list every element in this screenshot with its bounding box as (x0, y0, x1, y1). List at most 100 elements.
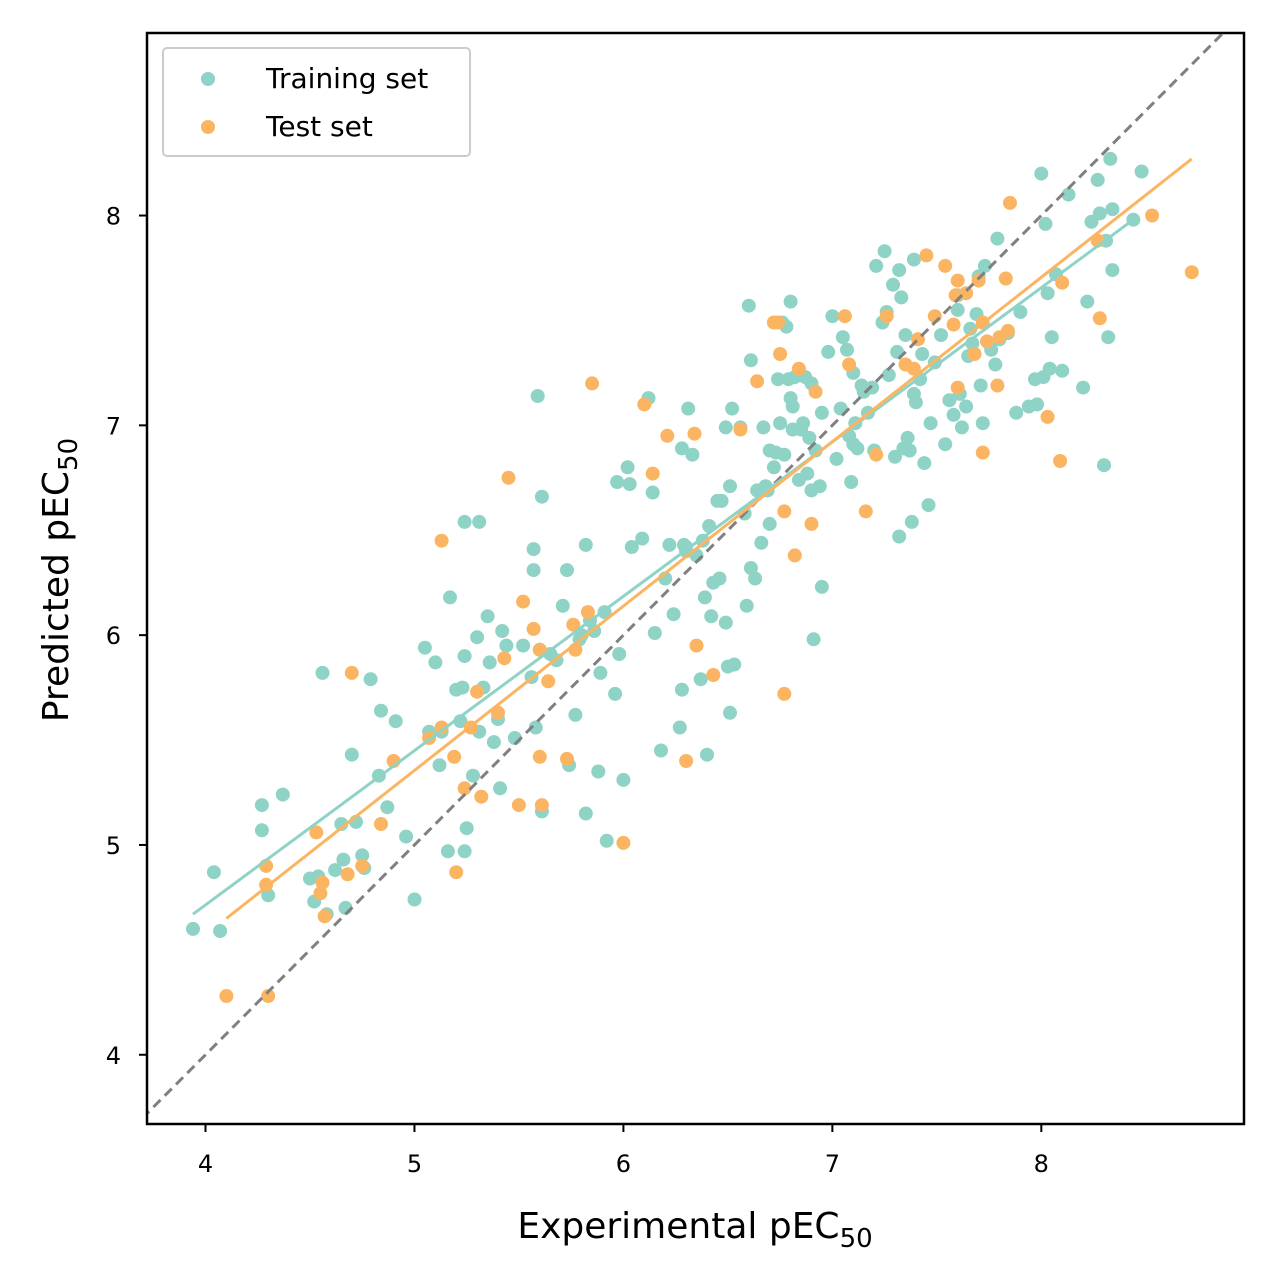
data-point (457, 514, 472, 529)
axis-ticks: 4 5 6 7 8 4 5 6 7 8 (106, 203, 1049, 1178)
data-point (219, 989, 234, 1003)
data-point (254, 798, 269, 813)
data-point (787, 548, 802, 563)
data-point (620, 460, 635, 475)
data-point (186, 921, 200, 936)
data-point (975, 445, 990, 460)
data-point (1076, 380, 1091, 395)
data-point (440, 844, 455, 859)
data-point (1090, 172, 1105, 187)
data-point (748, 571, 763, 586)
x-tick-label: 8 (1034, 1150, 1049, 1178)
data-point (608, 686, 623, 701)
data-point (898, 328, 913, 343)
data-point (858, 504, 873, 519)
x-tick-label: 5 (407, 1150, 422, 1178)
data-point (612, 647, 627, 661)
data-point (906, 361, 921, 376)
data-point (723, 479, 737, 494)
data-point (388, 714, 403, 729)
data-point (706, 668, 721, 682)
data-point (942, 393, 957, 408)
data-point (954, 420, 969, 435)
data-point (532, 642, 547, 657)
data-point (591, 764, 606, 779)
series-1 (219, 195, 1199, 1003)
data-point (689, 638, 704, 653)
data-point (516, 594, 531, 609)
data-point (695, 533, 710, 548)
data-point (814, 405, 829, 420)
data-point (455, 680, 470, 695)
data-point (869, 447, 884, 462)
data-point (990, 231, 1005, 246)
data-point (555, 598, 570, 613)
data-point (610, 475, 625, 489)
data-point (718, 420, 733, 435)
data-point (938, 258, 953, 273)
data-point (457, 781, 472, 796)
data-point (1092, 206, 1107, 221)
data-point (1145, 208, 1160, 223)
data-point (486, 735, 501, 750)
data-point (516, 638, 531, 653)
y-tick-label: 5 (106, 832, 121, 860)
data-point (919, 248, 934, 263)
data-point (497, 651, 512, 666)
data-point (624, 540, 639, 554)
data-point (674, 682, 689, 697)
data-point (723, 705, 737, 720)
data-point (1034, 166, 1049, 181)
data-point (840, 342, 854, 357)
data-point (771, 315, 785, 330)
data-point (777, 447, 792, 462)
data-point (434, 720, 449, 735)
data-point (681, 401, 696, 416)
data-point (904, 514, 919, 529)
data-point (466, 768, 480, 783)
data-point (616, 835, 631, 850)
data-point (528, 720, 543, 735)
data-point (946, 317, 961, 332)
data-point (1055, 363, 1070, 378)
data-point (261, 989, 276, 1003)
data-point (754, 535, 769, 550)
data-point (687, 426, 702, 441)
x-axis-title-subscript: 50 (840, 1224, 873, 1254)
data-point (693, 672, 708, 687)
data-point (275, 787, 290, 802)
data-point (501, 470, 516, 485)
data-point (967, 347, 982, 361)
data-point (1092, 311, 1107, 326)
data-point (493, 781, 508, 796)
data-point (434, 533, 449, 548)
data-point (428, 655, 443, 670)
data-point (334, 817, 349, 831)
data-point (785, 399, 800, 414)
data-point (672, 720, 687, 735)
data-point (808, 384, 823, 399)
data-point (846, 437, 861, 452)
data-point (541, 674, 556, 689)
data-point (474, 789, 489, 804)
data-point (1105, 202, 1120, 217)
data-point (417, 640, 432, 655)
data-point (902, 443, 917, 458)
data-point (886, 277, 900, 292)
data-point (443, 590, 457, 605)
data-point (1184, 265, 1199, 280)
data-point (881, 368, 896, 382)
data-point (1013, 305, 1028, 319)
data-point (923, 416, 938, 431)
data-point (892, 529, 907, 544)
data-point (1044, 330, 1059, 345)
data-point (593, 665, 608, 680)
data-point (380, 800, 395, 815)
data-point (685, 447, 700, 462)
y-axis-title-subscript: 50 (54, 438, 84, 471)
data-point (835, 330, 850, 345)
data-point (950, 380, 965, 395)
data-point (449, 865, 464, 880)
data-point (374, 703, 388, 718)
data-point (1040, 409, 1055, 424)
